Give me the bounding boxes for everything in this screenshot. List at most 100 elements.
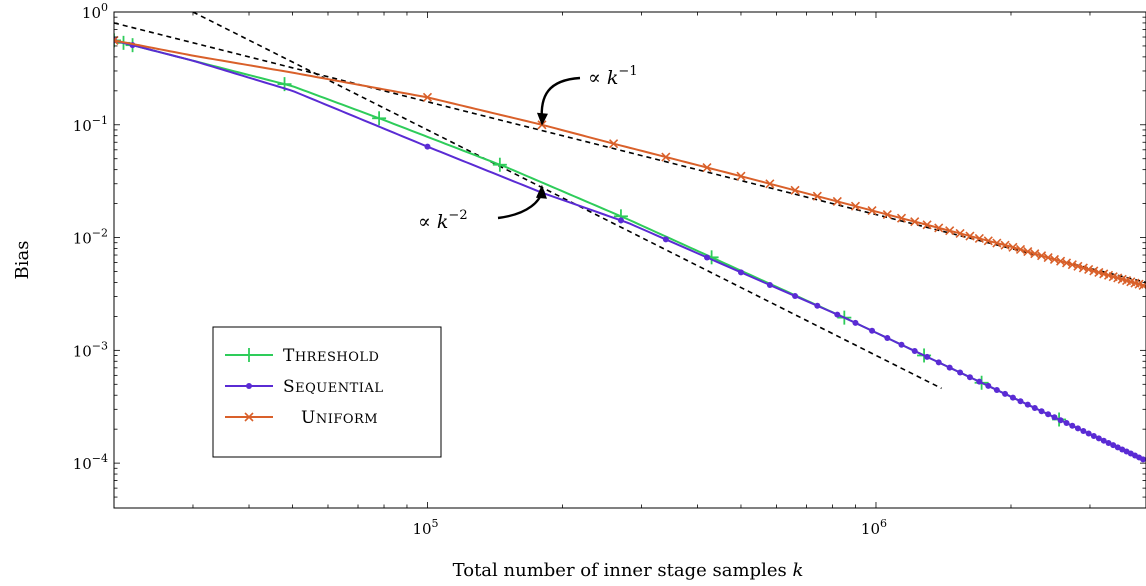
marker-cross-b: [1043, 253, 1053, 263]
marker-cross-b: [1113, 273, 1123, 283]
data-point-sequential: [946, 364, 953, 371]
data-point-sequential: [1017, 398, 1024, 405]
x-tick-label-exp: 6: [880, 517, 887, 530]
data-point-uniform: [1023, 247, 1033, 257]
marker-cross-b: [1126, 277, 1136, 287]
data-point-uniform: [790, 185, 800, 195]
marker-cross-b: [1023, 247, 1033, 257]
data-point-sequential: [966, 374, 973, 381]
y-tick-label-base: 10: [73, 230, 92, 248]
data-point-sequential: [766, 282, 773, 289]
data-point-uniform: [934, 223, 944, 233]
data-point-sequential: [1100, 437, 1107, 444]
data-point-uniform: [1030, 249, 1040, 259]
data-point-sequential: [884, 335, 891, 342]
data-point-uniform: [850, 201, 861, 211]
marker-cross-b: [1130, 278, 1140, 288]
x-axis-title-prefix: Total number of inner stage samples: [453, 560, 793, 581]
marker-cross-b: [114, 35, 119, 42]
legend-item-uniform: UNIFORM: [225, 408, 378, 428]
marker-cross-b: [1084, 264, 1094, 275]
x-axis-title: Total number of inner stage samples k: [453, 560, 804, 581]
marker-cross-b: [1117, 274, 1127, 284]
legend-label-uniform: UNIFORM: [301, 408, 378, 428]
marker-cross-b: [983, 236, 993, 246]
data-point-sequential: [662, 236, 669, 243]
legend-label-threshold-rest: HRESHOLD: [295, 350, 380, 365]
marker-cross-b: [736, 171, 746, 181]
data-point-threshold: [372, 111, 387, 126]
marker-cross-b: [1134, 279, 1144, 289]
data-point-uniform: [765, 179, 775, 189]
data-point-uniform: [1037, 251, 1047, 261]
data-point-uniform: [1000, 240, 1010, 250]
data-point-uniform: [812, 191, 822, 201]
data-point-uniform: [114, 35, 119, 45]
marker-cross-b: [1094, 267, 1104, 278]
data-point-sequential: [1090, 432, 1097, 439]
marker-cross-b: [661, 152, 671, 162]
marker-cross-b: [965, 231, 975, 241]
data-point-sequential: [1045, 411, 1052, 418]
legend-label-sequential-rest: EQUENTIAL: [295, 381, 383, 396]
plot-frame: [113, 11, 1146, 509]
data-point-sequential: [1085, 430, 1092, 437]
x-tick-label: 106: [861, 517, 887, 538]
arrow-k-inverse-square: [497, 191, 544, 220]
marker-cross-a: [114, 39, 119, 45]
x-tick-label: 105: [412, 517, 438, 538]
marker-cross-b: [1103, 270, 1114, 280]
legend-label-uniform-rest: NIFORM: [316, 412, 378, 427]
marker-cross-b: [1108, 272, 1118, 282]
annotation-k-inverse: ∝ k−1: [588, 64, 638, 89]
marker-cross-b: [1061, 258, 1072, 268]
y-tick-label: 10−2: [73, 227, 108, 248]
marker-cross-b: [1037, 251, 1047, 261]
series-line-sequential: [114, 39, 1146, 462]
annotation-k-inverse-square-exp: −2: [448, 208, 467, 223]
marker-cross-b: [945, 226, 955, 236]
y-tick-label: 10−3: [73, 339, 108, 360]
y-tick-label-exp: −1: [92, 114, 108, 127]
marker-cross-b: [992, 238, 1002, 248]
data-point-sequential: [1080, 428, 1087, 435]
series-sequential: [114, 37, 1146, 463]
data-point-sequential: [911, 348, 918, 355]
data-point-sequential: [1095, 435, 1102, 442]
data-point-uniform: [1067, 260, 1077, 270]
data-point-sequential: [792, 293, 799, 300]
data-point-sequential: [935, 359, 942, 366]
data-point-sequential: [1057, 417, 1064, 424]
x-tick-label-base: 10: [412, 520, 431, 538]
reference-line-k-inverse-square: [192, 12, 942, 390]
arrowhead-k-inverse: [536, 112, 548, 126]
data-point-sequential: [1074, 425, 1081, 432]
annotation-k-inverse-exp: −1: [618, 64, 637, 79]
marker-cross-b: [896, 213, 907, 223]
data-point-sequential: [1038, 408, 1045, 415]
legend-label-threshold-initial: T: [283, 346, 295, 366]
data-point-uniform: [867, 205, 877, 216]
y-tick-label-base: 10: [73, 342, 92, 360]
data-point-sequential: [985, 382, 992, 389]
data-point-threshold: [492, 157, 507, 172]
data-point-uniform: [1061, 258, 1072, 268]
marker-cross-b: [1000, 240, 1010, 250]
y-tick-label-exp: −4: [92, 452, 108, 465]
marker-cross-b: [1015, 244, 1026, 255]
y-tick-label-base: 10: [73, 117, 92, 135]
marker-cross-b: [1121, 275, 1132, 286]
legend-label-uniform-initial: U: [301, 408, 316, 428]
data-point-sequential: [424, 143, 431, 150]
data-point-uniform: [1043, 253, 1053, 263]
data-point-sequential: [814, 302, 821, 309]
marker-cross-b: [832, 196, 842, 207]
marker-cross-b: [1067, 260, 1077, 270]
data-point-sequential: [1002, 390, 1009, 397]
y-tick-label: 100: [82, 1, 108, 22]
data-point-uniform: [422, 92, 433, 102]
legend-label-sequential-initial: S: [283, 377, 295, 397]
